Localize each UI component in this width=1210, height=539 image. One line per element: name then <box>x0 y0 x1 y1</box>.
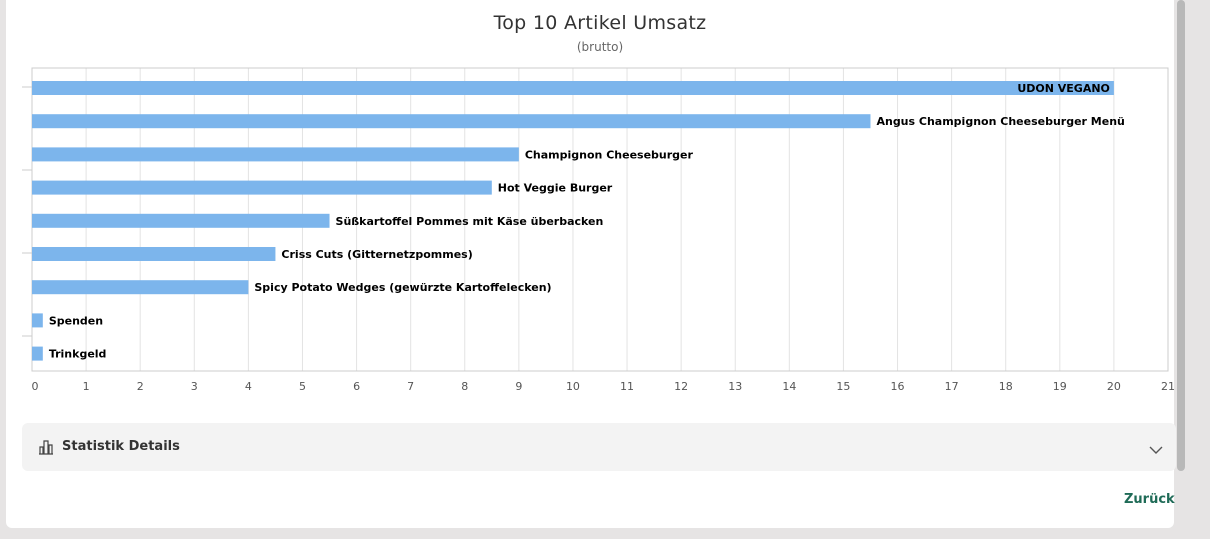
bar <box>32 280 249 295</box>
chart-subtitle: (brutto) <box>576 40 624 54</box>
bar <box>32 147 519 162</box>
bar <box>32 213 330 228</box>
x-tick-label: 13 <box>728 380 742 393</box>
x-tick-label: 0 <box>32 380 39 393</box>
x-tick-label: 15 <box>836 380 850 393</box>
x-tick-label: 4 <box>245 380 252 393</box>
statistik-details-label: Statistik Details <box>62 439 180 454</box>
bar <box>32 313 43 328</box>
bar <box>32 114 871 129</box>
bar-data-label: Hot Veggie Burger <box>498 182 613 195</box>
x-tick-label: 16 <box>891 380 905 393</box>
bar <box>32 180 492 195</box>
bar-data-label: Champignon Cheeseburger <box>525 148 694 161</box>
x-tick-label: 5 <box>299 380 306 393</box>
bar <box>32 81 1114 95</box>
x-tick-label: 11 <box>620 380 634 393</box>
x-tick-label: 14 <box>782 380 796 393</box>
x-tick-label: 7 <box>407 380 414 393</box>
statistik-details-toggle[interactable]: Statistik Details <box>22 423 1176 471</box>
x-tick-label: 10 <box>566 380 580 393</box>
x-tick-label: 3 <box>191 380 198 393</box>
x-tick-label: 21 <box>1161 380 1175 393</box>
bar-data-label: Angus Champignon Cheeseburger Menü <box>876 115 1124 128</box>
x-tick-label: 8 <box>461 380 468 393</box>
bar <box>32 247 276 261</box>
x-tick-label: 17 <box>945 380 959 393</box>
bar-data-label: UDON VEGANO <box>1017 82 1110 95</box>
x-tick-label: 19 <box>1053 380 1067 393</box>
x-tick-label: 12 <box>674 380 688 393</box>
x-tick-label: 20 <box>1107 380 1121 393</box>
bar-data-label: Spicy Potato Wedges (gewürzte Kartoffele… <box>254 281 551 294</box>
chevron-down-icon <box>1149 440 1163 459</box>
bar-data-label: Süßkartoffel Pommes mit Käse überbacken <box>336 215 604 228</box>
bar-data-label: Criss Cuts (Gitternetzpommes) <box>281 248 472 261</box>
x-tick-label: 1 <box>83 380 90 393</box>
bar-data-label: Trinkgeld <box>49 348 107 361</box>
bar-chart-icon <box>38 439 54 459</box>
back-button[interactable]: Zurück <box>1124 492 1175 507</box>
x-tick-label: 9 <box>515 380 522 393</box>
x-tick-label: 6 <box>353 380 360 393</box>
x-tick-label: 18 <box>999 380 1013 393</box>
x-tick-label: 2 <box>137 380 144 393</box>
chart-title: Top 10 Artikel Umsatz <box>493 12 707 34</box>
bar <box>32 346 43 361</box>
scrollbar[interactable] <box>1177 0 1185 471</box>
bar-data-label: Spenden <box>49 314 103 327</box>
